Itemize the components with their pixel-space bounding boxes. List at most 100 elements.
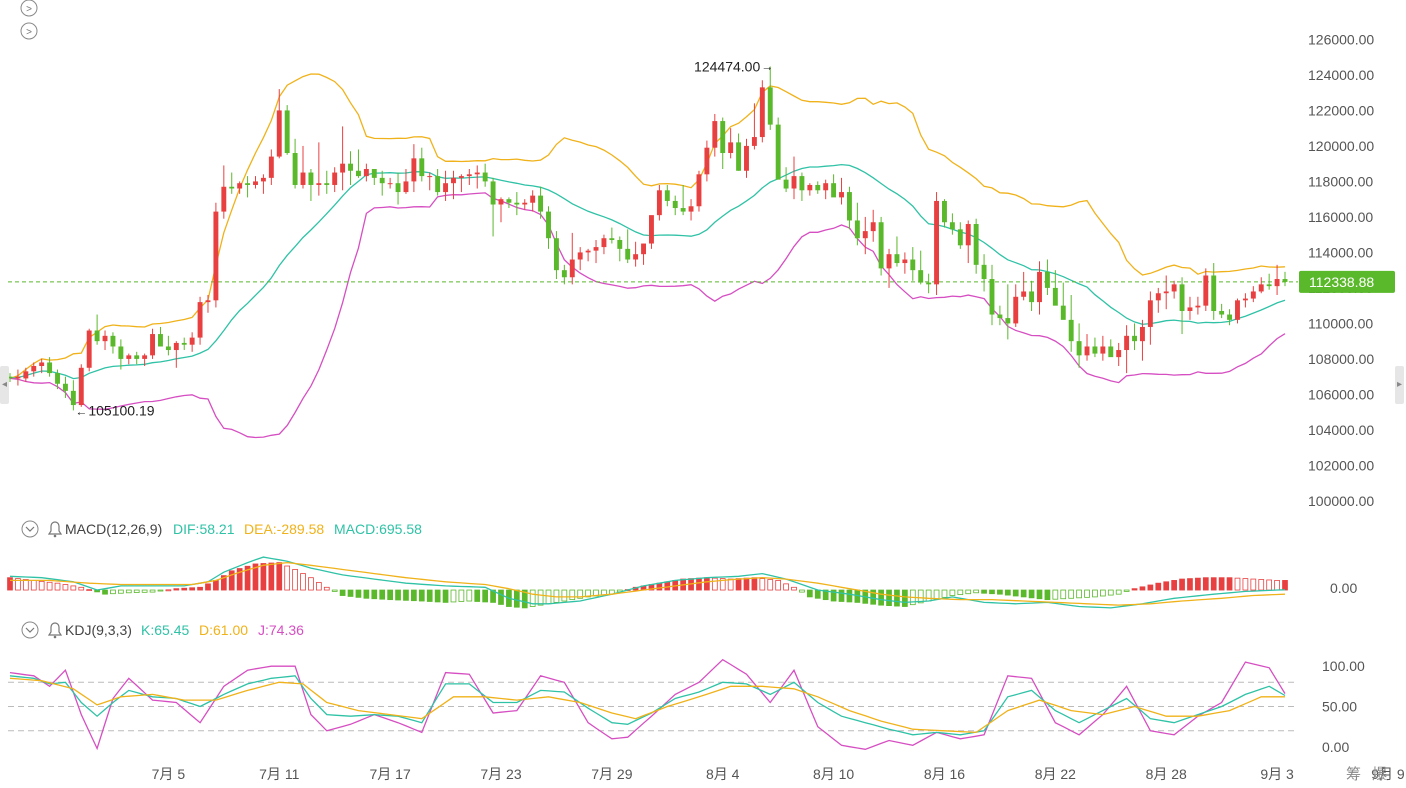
candle-body bbox=[506, 199, 512, 203]
candle-body bbox=[189, 337, 195, 345]
macd-bar bbox=[1250, 578, 1257, 591]
macd-bar bbox=[719, 578, 726, 591]
candle-body bbox=[561, 270, 567, 278]
macd-bar bbox=[213, 580, 219, 591]
macd-bar bbox=[331, 589, 338, 592]
date-tick-label: 7月 23 bbox=[480, 766, 521, 782]
macd-bar bbox=[513, 589, 520, 608]
bollinger-bands bbox=[9, 73, 1286, 439]
candle-body bbox=[625, 248, 631, 260]
candle-body bbox=[601, 238, 607, 248]
macd-bar bbox=[1226, 577, 1233, 591]
candle-body bbox=[942, 200, 947, 223]
candle-body bbox=[585, 250, 591, 253]
candle-body bbox=[791, 176, 797, 189]
macd-bar bbox=[1044, 589, 1051, 601]
macd-bar bbox=[973, 589, 980, 594]
candle-body bbox=[870, 222, 876, 232]
liquidation-button[interactable]: 爆 bbox=[1372, 766, 1387, 783]
candle-body bbox=[538, 195, 544, 212]
kdj-reference-lines bbox=[8, 681, 1298, 732]
macd-dif-value: DIF:58.21 bbox=[173, 521, 235, 537]
date-tick-label: 9月 3 bbox=[1260, 766, 1294, 782]
kdj-j-line bbox=[9, 658, 1286, 751]
current-price-tag: 112338.88 bbox=[1299, 270, 1395, 293]
macd-bar bbox=[743, 577, 750, 591]
candle-body bbox=[15, 376, 21, 379]
candle-body bbox=[284, 110, 290, 154]
macd-bar bbox=[323, 586, 330, 591]
collapse-macd-button[interactable] bbox=[21, 520, 39, 538]
macd-bar bbox=[941, 589, 948, 598]
macd-bar bbox=[759, 578, 766, 591]
macd-bar bbox=[1076, 589, 1082, 599]
macd-bar bbox=[1123, 589, 1130, 592]
candle-body bbox=[973, 224, 979, 265]
low-arrow-icon: ← bbox=[75, 404, 87, 418]
macd-bar bbox=[751, 577, 758, 591]
macd-bar bbox=[735, 578, 742, 591]
macd-bar bbox=[1187, 578, 1193, 591]
price-tick-label: 108000.00 bbox=[1308, 351, 1374, 367]
macd-bar bbox=[917, 589, 924, 604]
candle-body bbox=[926, 282, 932, 285]
candle-body bbox=[656, 190, 662, 216]
bell-icon[interactable] bbox=[47, 622, 63, 639]
macd-bar bbox=[1068, 589, 1075, 599]
candle-body bbox=[1005, 318, 1011, 324]
bell-icon[interactable] bbox=[47, 521, 63, 538]
candle-body bbox=[1139, 326, 1145, 342]
macd-bar bbox=[1036, 589, 1043, 600]
right-scroll-handle[interactable]: ▸ bbox=[1395, 366, 1404, 404]
kdj-d-line bbox=[9, 677, 1285, 734]
macd-bar bbox=[704, 577, 710, 591]
main-pane: 126000.00 124000.00 122000.00 120000.00 1180… bbox=[7, 31, 1395, 509]
expand-button-1[interactable]: > bbox=[20, 0, 38, 17]
candle-body bbox=[1171, 284, 1177, 292]
macd-bar bbox=[62, 584, 69, 591]
candle-body bbox=[1029, 291, 1035, 303]
candle-body bbox=[7, 376, 13, 379]
macd-bar bbox=[1171, 580, 1177, 591]
boll-mid-line bbox=[9, 163, 1286, 380]
candle-body bbox=[522, 202, 528, 205]
macd-bar bbox=[1052, 589, 1059, 600]
macd-bar bbox=[236, 568, 243, 591]
candle-body bbox=[268, 156, 274, 178]
collapse-kdj-button[interactable] bbox=[21, 621, 39, 639]
date-tick-label: 8月 4 bbox=[706, 766, 740, 782]
candle-body bbox=[1108, 346, 1114, 358]
candle-body bbox=[110, 335, 116, 347]
macd-bar bbox=[1266, 579, 1273, 591]
candle-body bbox=[1179, 284, 1185, 311]
candle-body bbox=[720, 121, 726, 154]
macd-bar bbox=[466, 589, 473, 602]
left-scroll-handle[interactable]: ◂ bbox=[0, 366, 9, 404]
high-arrow-icon: → bbox=[761, 60, 773, 74]
candle-body bbox=[1203, 275, 1209, 306]
candle-body bbox=[965, 224, 971, 246]
candle-body bbox=[704, 147, 710, 175]
candle-body bbox=[846, 192, 852, 221]
macd-bar bbox=[260, 563, 267, 591]
candle-body bbox=[260, 177, 266, 182]
macd-bar bbox=[799, 589, 805, 593]
candle-body bbox=[680, 208, 686, 212]
candle-body bbox=[316, 183, 322, 185]
candle-body bbox=[1163, 291, 1169, 294]
macd-bar bbox=[1179, 578, 1185, 591]
macd-bar bbox=[1218, 577, 1225, 591]
macd-bar bbox=[102, 589, 108, 595]
expand-button-2[interactable]: > bbox=[20, 22, 38, 40]
candle-body bbox=[70, 390, 76, 406]
candle-body bbox=[451, 177, 456, 184]
macd-bar bbox=[806, 589, 813, 598]
date-tick-label: 8月 16 bbox=[924, 766, 965, 782]
macd-bar bbox=[157, 589, 164, 592]
kdj-j-value: J:74.36 bbox=[258, 622, 304, 638]
date-tick-label: 7月 17 bbox=[369, 766, 410, 782]
chip-distribution-button[interactable]: 筹 bbox=[1346, 766, 1361, 783]
candle-body bbox=[823, 183, 829, 191]
candle-body bbox=[1187, 307, 1193, 311]
